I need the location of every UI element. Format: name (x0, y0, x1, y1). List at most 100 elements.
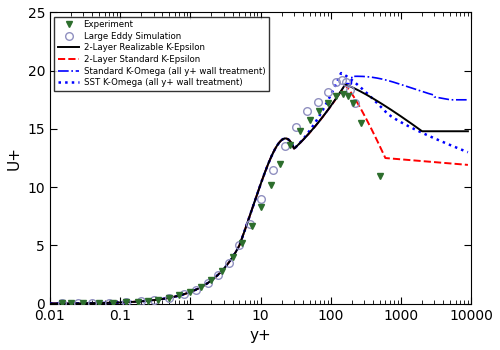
Large Eddy Simulation (270, 168, 276, 172)
Experiment (176, 293, 182, 298)
SST K-Omega (all y+ wall treatment) (149, 298, 155, 302)
Standard K-Omega (all y+ wall treatment) (149, 298, 155, 302)
Experiment (122, 300, 128, 304)
Experiment (110, 301, 116, 305)
Large Eddy Simulation (343, 80, 349, 84)
SST K-Omega (all y+ wall treatment) (47, 301, 53, 306)
Large Eddy Simulation (150, 298, 156, 302)
2-Layer Standard K-Epsilon (165, 296, 171, 300)
Experiment (188, 290, 194, 294)
Large Eddy Simulation (334, 80, 340, 84)
2-Layer Realizable K-Epsilon (424, 129, 430, 133)
Large Eddy Simulation (258, 197, 264, 201)
2-Layer Standard K-Epsilon (465, 163, 471, 167)
Experiment (340, 92, 346, 96)
2-Layer Realizable K-Epsilon (465, 129, 471, 133)
Standard K-Omega (all y+ wall treatment) (179, 293, 185, 297)
2-Layer Realizable K-Epsilon (179, 293, 185, 297)
SST K-Omega (all y+ wall treatment) (322, 105, 328, 109)
Large Eddy Simulation (193, 288, 199, 292)
2-Layer Standard K-Epsilon (179, 293, 185, 297)
Large Eddy Simulation (180, 292, 186, 296)
Standard K-Omega (all y+ wall treatment) (424, 91, 430, 95)
Experiment (268, 183, 274, 187)
Experiment (240, 241, 246, 245)
Experiment (350, 101, 356, 105)
Line: 2-Layer Standard K-Epsilon: 2-Layer Standard K-Epsilon (50, 85, 468, 303)
Experiment (198, 285, 203, 289)
SST K-Omega (all y+ wall treatment) (165, 296, 171, 300)
SST K-Omega (all y+ wall treatment) (465, 150, 471, 154)
Experiment (80, 301, 86, 306)
Large Eddy Simulation (216, 272, 222, 276)
SST K-Omega (all y+ wall treatment) (338, 71, 344, 75)
Experiment (296, 129, 302, 133)
Experiment (218, 269, 224, 273)
Legend: Experiment, Large Eddy Simulation, 2-Layer Realizable K-Epsilon, 2-Layer Standar: Experiment, Large Eddy Simulation, 2-Lay… (54, 17, 268, 91)
Large Eddy Simulation (324, 90, 330, 94)
2-Layer Realizable K-Epsilon (165, 296, 171, 300)
Line: SST K-Omega (all y+ wall treatment): SST K-Omega (all y+ wall treatment) (50, 73, 468, 303)
X-axis label: y+: y+ (250, 328, 272, 343)
Experiment (345, 94, 351, 98)
2-Layer Realizable K-Epsilon (47, 301, 53, 306)
Large Eddy Simulation (293, 125, 299, 129)
Large Eddy Simulation (138, 299, 144, 303)
Line: Large Eddy Simulation: Large Eddy Simulation (58, 76, 358, 307)
Large Eddy Simulation (226, 261, 232, 265)
Experiment (249, 224, 255, 228)
2-Layer Realizable K-Epsilon (373, 98, 379, 102)
2-Layer Realizable K-Epsilon (342, 83, 348, 87)
Large Eddy Simulation (60, 301, 66, 306)
Line: 2-Layer Realizable K-Epsilon: 2-Layer Realizable K-Epsilon (50, 85, 468, 303)
Standard K-Omega (all y+ wall treatment) (373, 76, 379, 80)
Experiment (286, 143, 292, 147)
Large Eddy Simulation (122, 300, 128, 304)
Large Eddy Simulation (339, 78, 345, 82)
Standard K-Omega (all y+ wall treatment) (465, 98, 471, 102)
Large Eddy Simulation (282, 144, 288, 148)
Experiment (325, 101, 331, 105)
Experiment (208, 278, 214, 282)
Experiment (166, 296, 172, 300)
Large Eddy Simulation (352, 101, 358, 105)
2-Layer Standard K-Epsilon (342, 83, 348, 88)
Large Eddy Simulation (304, 109, 310, 113)
2-Layer Realizable K-Epsilon (322, 112, 328, 117)
Large Eddy Simulation (75, 301, 81, 306)
Experiment (145, 299, 151, 303)
Experiment (358, 121, 364, 125)
2-Layer Realizable K-Epsilon (149, 298, 155, 302)
SST K-Omega (all y+ wall treatment) (179, 293, 185, 297)
Large Eddy Simulation (206, 281, 212, 285)
Experiment (68, 301, 74, 306)
Large Eddy Simulation (106, 301, 112, 305)
SST K-Omega (all y+ wall treatment) (373, 100, 379, 104)
Experiment (156, 298, 162, 302)
Experiment (258, 205, 264, 209)
Line: Experiment: Experiment (59, 91, 384, 307)
Standard K-Omega (all y+ wall treatment) (165, 296, 171, 300)
Standard K-Omega (all y+ wall treatment) (322, 113, 328, 117)
Large Eddy Simulation (314, 100, 320, 104)
Large Eddy Simulation (246, 222, 252, 226)
Experiment (135, 300, 141, 304)
Large Eddy Simulation (348, 89, 354, 93)
2-Layer Standard K-Epsilon (424, 159, 430, 163)
Experiment (230, 255, 235, 259)
Standard K-Omega (all y+ wall treatment) (354, 74, 360, 78)
Experiment (334, 94, 340, 98)
2-Layer Standard K-Epsilon (373, 136, 379, 140)
2-Layer Standard K-Epsilon (149, 298, 155, 302)
2-Layer Standard K-Epsilon (322, 113, 328, 117)
Experiment (60, 301, 66, 306)
Line: Standard K-Omega (all y+ wall treatment): Standard K-Omega (all y+ wall treatment) (50, 76, 468, 303)
Standard K-Omega (all y+ wall treatment) (47, 301, 53, 306)
Large Eddy Simulation (236, 243, 242, 247)
Large Eddy Simulation (166, 296, 172, 300)
Experiment (316, 109, 322, 113)
2-Layer Standard K-Epsilon (47, 301, 53, 306)
Y-axis label: U+: U+ (7, 146, 22, 170)
Large Eddy Simulation (89, 301, 95, 305)
Experiment (306, 118, 312, 122)
